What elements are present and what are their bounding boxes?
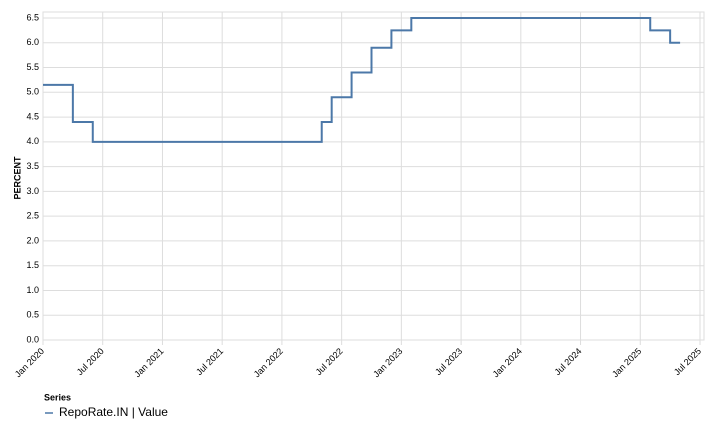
y-tick-label: 4.0 bbox=[26, 136, 39, 146]
y-tick-label: 1.0 bbox=[26, 285, 39, 295]
y-tick-label: 3.0 bbox=[26, 186, 39, 196]
y-tick-label: 6.0 bbox=[26, 37, 39, 47]
y-axis-label: PERCENT bbox=[12, 156, 22, 200]
x-tick-label: Jan 2020 bbox=[13, 346, 46, 379]
x-tick-label: Jul 2021 bbox=[194, 346, 225, 377]
x-tick-label: Jan 2025 bbox=[610, 346, 643, 379]
series-line bbox=[43, 17, 681, 143]
x-tick-label: Jul 2022 bbox=[314, 346, 345, 377]
y-tick-label: 2.0 bbox=[26, 235, 39, 245]
x-tick-label: Jan 2022 bbox=[252, 346, 285, 379]
y-tick-label: 6.5 bbox=[26, 12, 39, 22]
y-tick-label: 5.5 bbox=[26, 62, 39, 72]
legend-title: Series bbox=[44, 392, 71, 402]
y-tick-label: 4.5 bbox=[26, 111, 39, 121]
y-tick-label: 3.5 bbox=[26, 161, 39, 171]
y-tick-label: 2.5 bbox=[26, 211, 39, 221]
x-tick-label: Jul 2020 bbox=[75, 346, 106, 377]
y-tick-label: 5.0 bbox=[26, 87, 39, 97]
legend-label: RepoRate.IN | Value bbox=[59, 405, 168, 419]
x-tick-label: Jan 2024 bbox=[491, 346, 524, 379]
x-tick-label: Jul 2025 bbox=[672, 346, 703, 377]
x-tick-label: Jul 2023 bbox=[433, 346, 464, 377]
y-tick-label: 1.5 bbox=[26, 260, 39, 270]
x-tick-label: Jan 2023 bbox=[371, 346, 404, 379]
y-tick-label: 0.5 bbox=[26, 310, 39, 320]
y-tick-label: 0.0 bbox=[26, 334, 39, 344]
x-tick-label: Jan 2021 bbox=[132, 346, 165, 379]
x-tick-label: Jul 2024 bbox=[553, 346, 584, 377]
